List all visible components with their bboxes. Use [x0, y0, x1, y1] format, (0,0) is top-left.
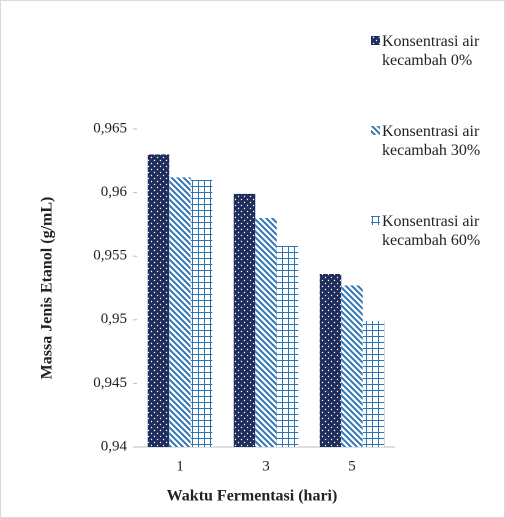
y-tick-label: 0,94 — [101, 438, 128, 454]
legend-label: Konsentrasi air kecambah 60% — [382, 213, 481, 249]
y-tick-label: 0,965 — [93, 120, 127, 136]
bar — [319, 274, 342, 447]
y-tick-label: 0,955 — [93, 248, 127, 264]
legend-swatch — [371, 216, 380, 225]
y-tick-label: 0,95 — [101, 311, 127, 327]
bar — [276, 246, 299, 447]
bar — [255, 218, 277, 447]
bar — [147, 154, 170, 447]
bar — [169, 177, 191, 447]
y-axis-label: Massa Jenis Etanol (g/mL) — [39, 197, 56, 380]
legend-label: Konsentrasi air kecambah 0% — [382, 33, 480, 69]
legend-swatch — [371, 36, 380, 45]
bar — [341, 285, 363, 447]
bar — [362, 321, 385, 447]
y-tick-label: 0,945 — [93, 375, 127, 391]
y-tick-label: 0,96 — [101, 184, 128, 200]
bar — [233, 193, 256, 447]
x-tick-label: 1 — [176, 458, 184, 474]
legend-label: Konsentrasi air kecambah 30% — [382, 123, 481, 159]
legend-swatch — [371, 126, 380, 135]
bar — [190, 179, 213, 447]
x-axis-label: Waktu Fermentasi (hari) — [167, 488, 338, 505]
x-tick-label: 5 — [348, 458, 356, 474]
x-tick-label: 3 — [262, 458, 270, 474]
